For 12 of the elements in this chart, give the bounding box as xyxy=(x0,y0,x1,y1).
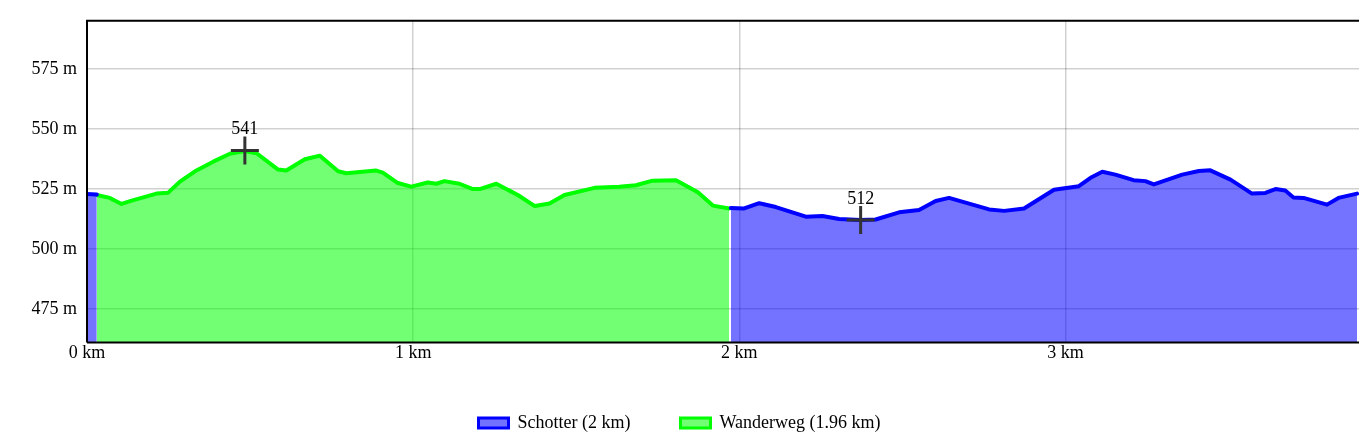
y-tick-label: 525 m xyxy=(31,177,77,198)
x-tick-label: 2 km xyxy=(721,341,758,362)
x-tick-label: 0 km xyxy=(68,341,106,362)
legend-label: Wanderweg (1.96 km) xyxy=(719,411,881,433)
x-tick-label: 1 km xyxy=(394,341,432,362)
x-tick-label: 3 km xyxy=(1047,341,1084,362)
legend-label: Schotter (2 km) xyxy=(517,411,631,433)
annotation: 541 xyxy=(231,118,259,139)
y-tick-label: 500 m xyxy=(31,237,77,258)
y-tick-label: 475 m xyxy=(31,297,77,318)
y-tick-label: 550 m xyxy=(31,117,77,138)
y-tick-label: 575 m xyxy=(31,57,77,78)
